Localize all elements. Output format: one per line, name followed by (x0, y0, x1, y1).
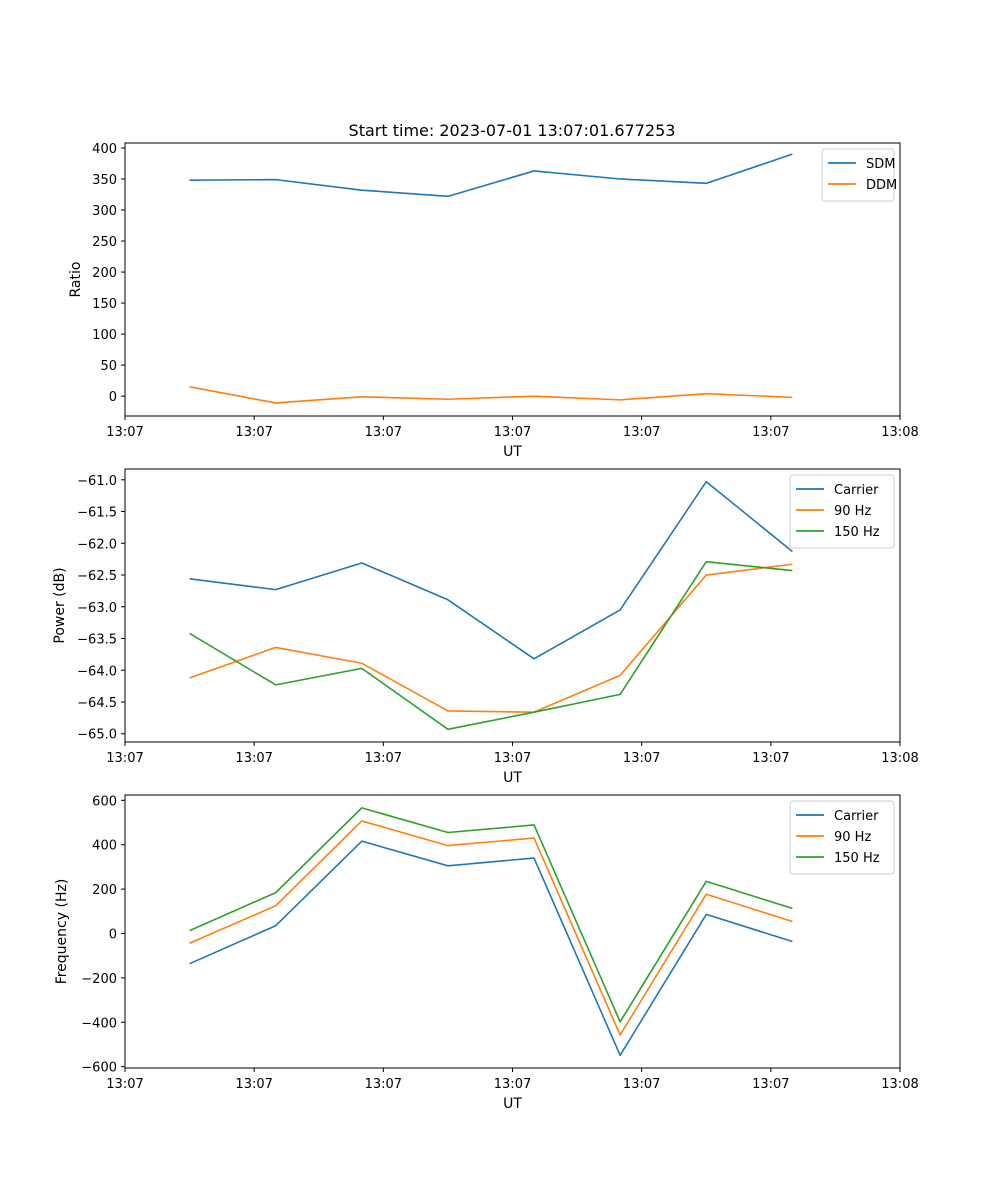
y-tick-label: −61.5 (77, 506, 117, 521)
y-tick-label: −64.5 (77, 696, 117, 711)
x-tick-label: 13:07 (235, 425, 272, 440)
legend-label: Carrier (834, 483, 879, 498)
x-axis-label: UT (503, 1096, 522, 1112)
y-tick-label: 0 (109, 927, 117, 942)
y-tick-label: −62.5 (77, 569, 117, 584)
y-tick-label: −61.0 (77, 474, 117, 489)
y-axis-label: Power (dB) (52, 567, 68, 643)
y-tick-label: 100 (92, 328, 117, 343)
legend-label: 90 Hz (834, 830, 871, 845)
x-tick-label: 13:07 (752, 1077, 789, 1092)
legend-label: DDM (866, 178, 897, 193)
legend: SDM DDM (821, 148, 897, 202)
series-line-sdm (189, 153, 793, 198)
legend: Carrier 90 Hz 150 Hz (789, 474, 895, 549)
x-tick-label: 13:07 (494, 751, 531, 766)
chart-panel-3: 13:07 13:07 13:07 13:07 13:07 13:07 13:08 −600 −… (54, 794, 919, 1112)
legend-box (821, 148, 895, 202)
legend-label: SDM (866, 157, 895, 172)
x-tick-label: 13:07 (365, 1077, 402, 1092)
x-tick-label: 13:07 (365, 425, 402, 440)
x-tick-label: 13:07 (494, 1077, 531, 1092)
x-tick-label: 13:08 (881, 1077, 918, 1092)
legend-label: 150 Hz (834, 525, 880, 540)
figure-title: Start time: 2023-07-01 13:07:01.677253 (349, 121, 676, 140)
y-axis-label: Ratio (68, 262, 84, 298)
chart-panel-2: 13:07 13:07 13:07 13:07 13:07 13:07 13:08 −65.0… (52, 468, 919, 786)
legend-label: 150 Hz (834, 851, 880, 866)
x-tick-label: 13:07 (235, 1077, 272, 1092)
series-line-150-hz (189, 560, 793, 731)
y-tick-label: 400 (92, 839, 117, 854)
x-tick-label: 13:08 (881, 425, 918, 440)
y-tick-label: −62.0 (77, 537, 117, 552)
x-tick-label: 13:07 (235, 751, 272, 766)
chart-panel-1: 13:07 13:07 13:07 13:07 13:07 13:07 13:08 0 50 10… (68, 142, 919, 460)
x-tick-label: 13:07 (106, 751, 143, 766)
series-line-90-hz (189, 563, 793, 713)
y-tick-label: 350 (92, 173, 117, 188)
x-tick-label: 13:07 (623, 751, 660, 766)
x-tick-label: 13:07 (106, 1077, 143, 1092)
y-tick-label: −600 (81, 1061, 117, 1076)
x-tick-label: 13:07 (623, 425, 660, 440)
y-tick-label: 0 (109, 390, 117, 405)
series-line-carrier (189, 840, 793, 1057)
y-tick-label: 150 (92, 297, 117, 312)
x-tick-label: 13:07 (365, 751, 402, 766)
legend-label: 90 Hz (834, 504, 871, 519)
y-tick-label: 50 (100, 359, 117, 374)
x-axis-label: UT (503, 770, 522, 786)
legend: Carrier 90 Hz 150 Hz (789, 800, 895, 875)
y-tick-label: −63.0 (77, 601, 117, 616)
series-line-carrier (189, 480, 793, 660)
y-tick-label: 600 (92, 794, 117, 809)
x-tick-label: 13:07 (494, 425, 531, 440)
legend-box (789, 474, 895, 549)
x-tick-label: 13:07 (106, 425, 143, 440)
series-line-90-hz (189, 820, 793, 1036)
y-tick-label: −200 (81, 972, 117, 987)
y-tick-label: −63.5 (77, 633, 117, 648)
x-tick-label: 13:07 (623, 1077, 660, 1092)
y-tick-label: −400 (81, 1016, 117, 1031)
x-tick-label: 13:07 (752, 425, 789, 440)
x-tick-label: 13:07 (752, 751, 789, 766)
y-tick-label: −64.0 (77, 664, 117, 679)
legend-label: Carrier (834, 809, 879, 824)
y-tick-label: −65.0 (77, 728, 117, 743)
y-tick-label: 200 (92, 883, 117, 898)
y-tick-label: 250 (92, 235, 117, 250)
y-tick-label: 300 (92, 204, 117, 219)
series-line-ddm (189, 386, 793, 404)
y-tick-label: 200 (92, 266, 117, 281)
x-tick-label: 13:08 (881, 751, 918, 766)
legend-box (789, 800, 895, 875)
series-line-150-hz (189, 807, 793, 1023)
y-tick-label: 400 (92, 142, 117, 157)
x-axis-label: UT (503, 444, 522, 460)
y-axis-label: Frequency (Hz) (54, 879, 70, 985)
